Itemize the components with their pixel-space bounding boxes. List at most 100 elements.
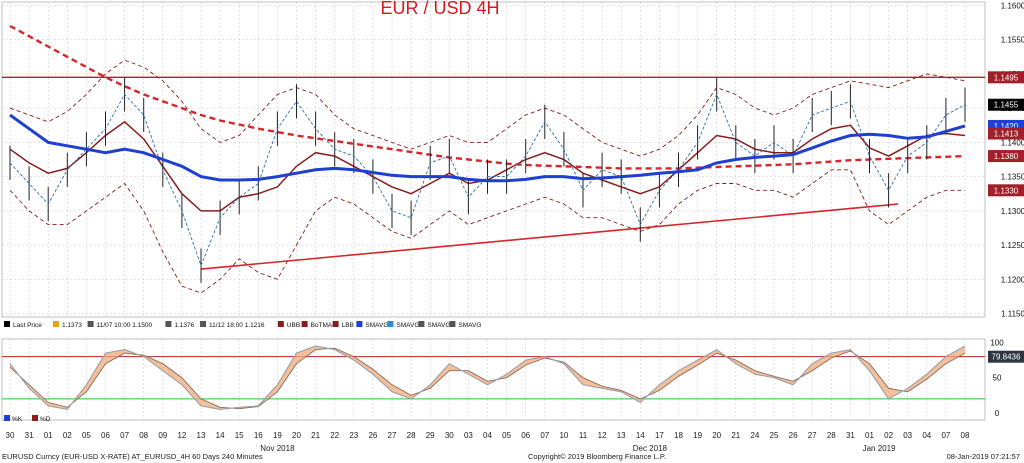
legend-swatch xyxy=(387,321,394,327)
osc-tick-label: 50 xyxy=(993,374,1002,383)
time-tick-label: 27 xyxy=(388,431,397,440)
legend-label: SMAVG xyxy=(427,322,450,329)
time-tick-label: 27 xyxy=(808,431,817,440)
time-tick-label: 08 xyxy=(139,431,148,440)
time-tick-label: 29 xyxy=(426,431,435,440)
time-tick-label: 30 xyxy=(6,431,15,440)
time-tick-label: 14 xyxy=(636,431,645,440)
legend-swatch xyxy=(332,321,339,327)
time-tick-label: 07 xyxy=(120,431,129,440)
time-tick-label: 22 xyxy=(330,431,339,440)
legend-swatch xyxy=(4,321,10,327)
price-badge-value: 1.1380 xyxy=(994,152,1019,161)
stoch-k-line xyxy=(9,345,966,411)
legend-label: LBB xyxy=(342,322,354,329)
legend-swatch xyxy=(301,321,308,327)
time-tick-label: 02 xyxy=(63,431,72,440)
price-tick-label: 1.1350 xyxy=(1001,173,1024,182)
time-tick-label: 30 xyxy=(445,431,454,440)
osc-last-value: 79.8436 xyxy=(992,353,1021,362)
time-tick-label: 07 xyxy=(941,431,950,440)
time-tick-label: 04 xyxy=(922,431,931,440)
time-tick-label: 26 xyxy=(368,431,377,440)
legend-swatch xyxy=(200,321,206,327)
legend-label: 1.1376 xyxy=(174,322,194,329)
bollinger-upper-band xyxy=(9,59,966,157)
price-badge-bg xyxy=(988,127,1024,140)
time-tick-label: 01 xyxy=(865,431,874,440)
chart-title: EUR / USD 4H xyxy=(380,0,499,18)
legend-swatch xyxy=(418,321,425,327)
legend-swatch xyxy=(356,321,363,327)
sma-blue xyxy=(9,113,966,183)
time-tick-label: 18 xyxy=(674,431,683,440)
legend-label: BoTMA xyxy=(311,322,333,329)
price-badge: 1.1455 xyxy=(988,98,1024,111)
oscillator-frame xyxy=(1,338,986,421)
stoch-d-line xyxy=(9,347,966,410)
price-badge-value: 1.1455 xyxy=(994,101,1019,110)
time-tick-label: 15 xyxy=(235,431,244,440)
time-tick-label: 21 xyxy=(311,431,320,440)
oscillator-axis: 100 50 0 xyxy=(990,339,1004,418)
time-tick-label: 09 xyxy=(158,431,167,440)
price-badge: 1.1495 xyxy=(988,71,1024,84)
month-label: Dec 2018 xyxy=(633,444,668,453)
time-tick-label: 03 xyxy=(464,431,473,440)
time-tick-label: 05 xyxy=(502,431,511,440)
bollinger-lower-band xyxy=(9,169,965,294)
time-tick-label: 05 xyxy=(82,431,91,440)
legend-label: 11/12 18:00 1.1216 xyxy=(209,322,265,329)
legend-label: SMAVG xyxy=(458,322,481,329)
price-badge-bg xyxy=(988,98,1024,111)
legend-label: Last Price xyxy=(13,322,42,329)
time-tick-label: 16 xyxy=(254,431,263,440)
time-tick-label: 07 xyxy=(540,431,549,440)
time-tick-label: 20 xyxy=(712,431,721,440)
time-tick-label: 06 xyxy=(101,431,110,440)
price-badge: 1.1413 xyxy=(988,127,1024,140)
time-tick-label: 01 xyxy=(44,431,53,440)
time-tick-label: 02 xyxy=(884,431,893,440)
footer-timestamp: 08-Jan-2019 07:21:57 xyxy=(947,452,1020,461)
month-label: Nov 2018 xyxy=(260,444,295,453)
price-badge: 1.1380 xyxy=(988,150,1024,163)
time-tick-label: 31 xyxy=(846,431,855,440)
time-tick-label: 13 xyxy=(617,431,626,440)
legend-swatch xyxy=(53,321,59,327)
time-tick-label: 20 xyxy=(292,431,301,440)
price-fast-ma xyxy=(9,93,966,267)
footer-copyright: Copyright© 2019 Bloomberg Finance L.P. xyxy=(528,452,666,461)
month-label: Jan 2019 xyxy=(863,444,896,453)
osc-legend-label: %D xyxy=(40,416,51,423)
legend-swatch xyxy=(277,321,284,327)
legend-label: 11/07 10:00 1.1500 xyxy=(97,322,153,329)
price-tick-label: 1.1150 xyxy=(1001,310,1024,319)
time-tick-label: 21 xyxy=(731,431,740,440)
time-tick-label: 25 xyxy=(770,431,779,440)
legend-swatch xyxy=(449,321,456,327)
time-tick-label: 28 xyxy=(407,431,416,440)
price-tick-label: 1.1600 xyxy=(1001,1,1024,10)
time-tick-label: 24 xyxy=(750,431,759,440)
time-tick-label: 11 xyxy=(579,431,588,440)
price-badge-value: 1.1420 xyxy=(994,122,1019,131)
time-axis: 30 31 01 02 05 06 07 08 09 12 13 14 15 16 19 20 21 22 23 26… xyxy=(6,431,970,453)
time-tick-label: 26 xyxy=(789,431,798,440)
support-trendline xyxy=(200,203,899,270)
time-tick-label: 19 xyxy=(693,431,702,440)
osc-last-value-bg xyxy=(988,350,1024,363)
time-tick-label: 10 xyxy=(559,431,568,440)
time-tick-label: 19 xyxy=(273,431,282,440)
price-badge-bg xyxy=(988,71,1024,84)
time-tick-label: 31 xyxy=(25,431,34,440)
time-tick-label: 28 xyxy=(827,431,836,440)
legend-label: 1.1373 xyxy=(62,322,82,329)
price-badge-value: 1.1495 xyxy=(994,73,1019,82)
price-badge: 1.1420 xyxy=(988,119,1024,132)
osc-tick-label: 0 xyxy=(995,409,1000,418)
main-legend: Last Price 1.1373 11/07 10:00 1.1500 1.1376… xyxy=(4,321,481,329)
price-badge: 1.1330 xyxy=(988,184,1024,197)
osc-tick-label: 100 xyxy=(990,339,1004,348)
